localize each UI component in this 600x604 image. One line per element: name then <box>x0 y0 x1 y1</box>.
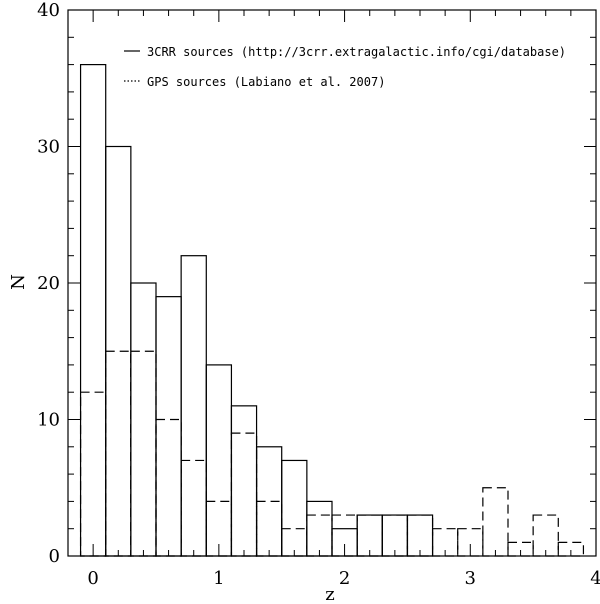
3crr-bar-12 <box>381 514 409 557</box>
gps-bar-15 <box>457 528 484 557</box>
3crr-bar-8 <box>281 459 308 557</box>
y-tick-label: 20 <box>37 273 60 294</box>
3crr-bar-4 <box>180 255 207 557</box>
legend-label-gps: GPS sources (Labiano et al. 2007) <box>147 75 385 89</box>
axis-ticks <box>67 9 597 557</box>
gps-bar-8 <box>281 528 308 557</box>
3crr-bar-11 <box>356 514 383 557</box>
x-tick-label: 3 <box>465 568 476 589</box>
x-tick-label: 0 <box>87 568 98 589</box>
y-axis-title: N <box>8 274 29 290</box>
gps-bar-3 <box>155 418 182 557</box>
gps-bar-2 <box>130 350 157 557</box>
3crr-bar-13 <box>406 514 434 557</box>
x-axis-title: z <box>325 584 334 604</box>
legend-label-3crr: 3CRR sources (http://3crr.extragalactic.… <box>147 45 566 59</box>
gps-bar-16 <box>482 487 509 557</box>
gps-bar-12 <box>381 514 409 557</box>
3crr-bar-2 <box>130 282 157 557</box>
gps-bar-14 <box>431 528 459 557</box>
gps-bar-18 <box>532 514 559 557</box>
x-tick-label: 1 <box>213 568 224 589</box>
gps-bar-4 <box>180 459 207 557</box>
gps-bar-13 <box>406 514 434 557</box>
y-tick-label: 40 <box>37 0 60 21</box>
y-tick-label: 10 <box>37 410 60 431</box>
3crr-bar-9 <box>306 500 333 557</box>
x-tick-label: 4 <box>590 568 600 589</box>
3crr-bar-5 <box>205 364 233 557</box>
gps-bar-19 <box>557 541 585 557</box>
legend: 3CRR sources (http://3crr.extragalactic.… <box>124 45 566 89</box>
3crr-bar-3 <box>155 296 182 557</box>
3crr-bar-0 <box>79 63 107 557</box>
gps-bar-9 <box>306 514 333 557</box>
gps-bar-11 <box>356 514 383 557</box>
3crr-bar-6 <box>230 405 258 557</box>
x-tick-label: 2 <box>339 568 350 589</box>
gps-bar-1 <box>105 350 132 557</box>
gps-bar-6 <box>230 432 258 557</box>
y-tick-label: 30 <box>37 137 60 158</box>
y-tick-label: 0 <box>49 546 60 567</box>
gps-bar-0 <box>79 391 107 557</box>
gps-bar-7 <box>255 500 283 557</box>
